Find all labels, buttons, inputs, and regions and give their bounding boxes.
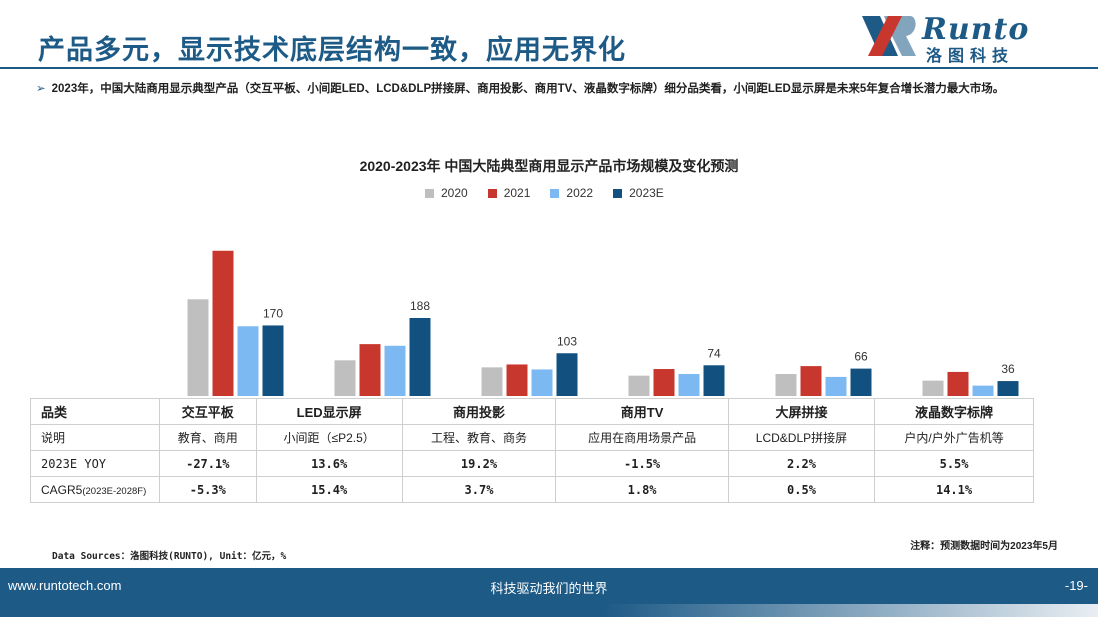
table-cell: 交互平板	[159, 398, 257, 425]
table-cell: 教育、商用	[159, 424, 257, 451]
bar-2021-交互平板	[212, 250, 234, 396]
legend-label: 2022	[566, 186, 594, 200]
table-row-label: 品类	[30, 398, 160, 425]
legend-swatch	[425, 188, 434, 198]
table-header-row: 品类 交互平板 LED显示屏 商用投影 商用TV 大屏拼接 液晶数字标牌	[30, 398, 1034, 425]
runto-logo: Runto 洛图科技	[858, 12, 1068, 65]
table-cell: 户内/户外广告机等	[874, 424, 1034, 451]
table-row-label: 2023E YOY	[30, 450, 160, 477]
table-row-label: 说明	[30, 424, 160, 451]
table-cell: -1.5%	[555, 450, 729, 477]
bar-2022-商用投影	[531, 369, 553, 396]
page-title: 产品多元，显示技术底层结构一致，应用无界化	[38, 35, 626, 65]
table-cell: 大屏拼接	[727, 398, 876, 425]
bar-2020-液晶数字标牌	[922, 380, 944, 396]
bar-2023E-大屏拼接	[850, 368, 872, 396]
data-label-液晶数字标牌: 36	[1001, 362, 1015, 376]
data-label-交互平板: 170	[263, 306, 283, 320]
logo-brand-text: Runto	[922, 12, 1030, 47]
category-table: 品类 交互平板 LED显示屏 商用投影 商用TV 大屏拼接 液晶数字标牌 说明 …	[30, 398, 1034, 503]
bar-2021-LED显示屏	[359, 344, 381, 396]
bar-2020-商用TV	[628, 375, 650, 396]
bar-2022-液晶数字标牌	[972, 385, 994, 396]
table-cell: 小间距（≤P2.5）	[255, 424, 403, 451]
data-label-LED显示屏: 188	[410, 299, 430, 313]
summary-bullet: ➢ 2023年，中国大陆商用显示典型产品（交互平板、小间距LED、LCD&DLP拼…	[36, 80, 1004, 96]
bar-2021-大屏拼接	[800, 366, 822, 396]
legend-swatch	[613, 188, 623, 198]
bar-2022-大屏拼接	[825, 376, 847, 396]
table-cell: 19.2%	[401, 450, 557, 477]
table-cell: LED显示屏	[255, 398, 403, 425]
bar-2020-交互平板	[187, 299, 209, 396]
bar-2020-大屏拼接	[775, 374, 797, 396]
legend-label: 2021	[503, 186, 531, 200]
cagr-label: CAGR5	[41, 482, 83, 497]
table-cell: 工程、教育、商务	[401, 424, 557, 451]
bar-2023E-液晶数字标牌	[997, 381, 1019, 396]
table-cell: 应用在商用场景产品	[555, 424, 729, 451]
data-label-商用投影: 103	[557, 334, 577, 348]
table-row-label: CAGR5(2023E-2028F)	[30, 476, 160, 503]
bar-2020-商用投影	[481, 367, 503, 396]
bar-chart: 170 188 103 74 66 36	[187, 250, 1019, 396]
summary-text: 2023年，中国大陆商用显示典型产品（交互平板、小间距LED、LCD&DLP拼接…	[51, 83, 1005, 95]
legend-item: 2023E	[613, 186, 664, 200]
chart-legend: 2020 2021 2022 2023E	[425, 186, 664, 200]
bar-2023E-LED显示屏	[409, 317, 431, 396]
title-divider	[0, 67, 1098, 69]
bar-2023E-商用TV	[703, 365, 725, 396]
forecast-note: 注释：预测数据时间为2023年5月	[910, 541, 1058, 552]
bar-2021-液晶数字标牌	[947, 371, 969, 396]
chart-title: 2020-2023年 中国大陆典型商用显示产品市场规模及变化预测	[359, 158, 739, 174]
bar-2021-商用投影	[506, 364, 528, 396]
table-cell: 15.4%	[255, 476, 403, 503]
legend-label: 2023E	[629, 186, 664, 200]
footer-strip	[0, 604, 1098, 617]
bar-2022-LED显示屏	[384, 345, 406, 396]
table-row: 2023E YOY -27.1% 13.6% 19.2% -1.5% 2.2% …	[30, 450, 1034, 477]
legend-item: 2022	[550, 186, 593, 200]
table-cell: 液晶数字标牌	[874, 398, 1034, 425]
data-source: Data Sources：洛图科技(RUNTO), Unit：亿元，%	[52, 551, 287, 562]
legend-label: 2020	[441, 186, 468, 200]
legend-swatch	[550, 188, 560, 198]
bar-2023E-交互平板	[262, 325, 284, 396]
table-cell: 商用投影	[401, 398, 557, 425]
table-row: CAGR5(2023E-2028F) -5.3% 15.4% 3.7% 1.8%…	[30, 476, 1034, 503]
table-cell: 2.2%	[727, 450, 876, 477]
table-cell: 1.8%	[555, 476, 729, 503]
cagr-period: (2023E-2028F)	[82, 485, 147, 497]
table-cell: 商用TV	[555, 398, 729, 425]
bar-2022-商用TV	[678, 374, 700, 396]
bar-2023E-商用投影	[556, 353, 578, 396]
legend-swatch	[487, 188, 497, 198]
bar-2021-商用TV	[653, 369, 675, 396]
arrow-icon: ➢	[36, 83, 46, 95]
table-row: 说明 教育、商用 小间距（≤P2.5） 工程、教育、商务 应用在商用场景产品 L…	[30, 424, 1034, 451]
footer-slogan: 科技驱动我们的世界	[490, 581, 608, 596]
table-cell: 3.7%	[401, 476, 557, 503]
runto-logo-icon	[862, 16, 916, 56]
table-cell: -5.3%	[159, 476, 257, 503]
table-cell: -27.1%	[159, 450, 257, 477]
bar-2022-交互平板	[237, 326, 259, 396]
table-cell: 14.1%	[874, 476, 1034, 503]
table-cell: LCD&DLP拼接屏	[727, 424, 876, 451]
footer-bar: www.runtotech.com 科技驱动我们的世界 -19-	[0, 568, 1098, 604]
table-cell: 13.6%	[255, 450, 403, 477]
bar-2020-LED显示屏	[334, 360, 356, 396]
data-label-大屏拼接: 66	[854, 350, 868, 364]
page-number: -19-	[1064, 578, 1088, 593]
legend-item: 2021	[487, 186, 531, 200]
table-cell: 5.5%	[874, 450, 1034, 477]
table-cell: 0.5%	[727, 476, 876, 503]
legend-item: 2020	[425, 186, 468, 200]
logo-cn-text: 洛图科技	[926, 48, 1015, 65]
footer-url[interactable]: www.runtotech.com	[8, 578, 122, 593]
data-label-商用TV: 74	[707, 346, 721, 360]
